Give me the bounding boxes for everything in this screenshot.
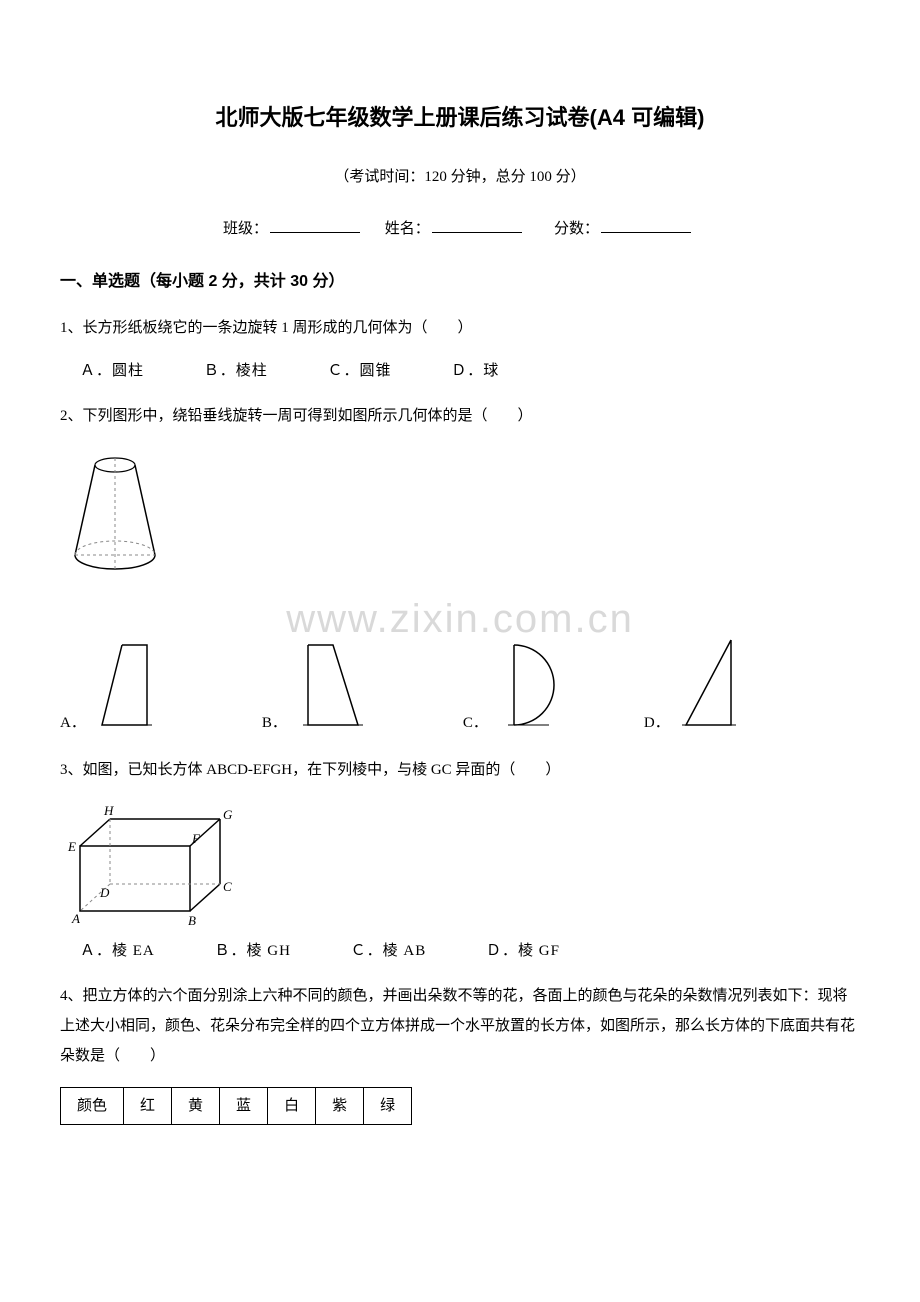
- svg-text:H: H: [103, 803, 114, 818]
- table-row: 颜色 红 黄 蓝 白 紫 绿: [61, 1087, 412, 1124]
- question-3-options: Ａ．棱 EA Ｂ．棱 GH Ｃ．棱 AB Ｄ．棱 GF: [80, 939, 860, 963]
- trapezoid-a-icon: [92, 635, 172, 735]
- table-cell: 红: [124, 1087, 172, 1124]
- info-line: 班级： 姓名： 分数：: [60, 217, 860, 241]
- q3-opt-c: Ｃ．棱 AB: [351, 943, 427, 959]
- q2-opt-d: D．: [644, 635, 756, 735]
- triangle-icon: [676, 635, 756, 735]
- q2-opt-a-label: A．: [60, 711, 86, 735]
- svg-text:F: F: [191, 831, 201, 846]
- svg-text:G: G: [223, 807, 233, 822]
- score-label: 分数：: [554, 221, 599, 237]
- class-label: 班级：: [223, 221, 268, 237]
- table-cell: 紫: [316, 1087, 364, 1124]
- q3-cuboid-figure: H G E F D C A B: [60, 801, 860, 931]
- table-cell: 白: [268, 1087, 316, 1124]
- q3-opt-b: Ｂ．棱 GH: [215, 943, 291, 959]
- cone-icon: [60, 447, 170, 577]
- class-blank[interactable]: [270, 218, 360, 233]
- page-title: 北师大版七年级数学上册课后练习试卷(A4 可编辑): [60, 100, 860, 135]
- q3-opt-a: Ａ．棱 EA: [80, 943, 155, 959]
- name-blank[interactable]: [432, 218, 522, 233]
- q1-opt-d: Ｄ．球: [451, 363, 499, 379]
- q2-opt-b: B．: [262, 635, 383, 735]
- cuboid-icon: H G E F D C A B: [60, 801, 240, 931]
- table-cell: 黄: [172, 1087, 220, 1124]
- q2-cone-figure: [60, 447, 860, 577]
- q2-opt-c-label: C．: [463, 711, 488, 735]
- q2-options-row: A． B． C． D．: [60, 635, 860, 735]
- svg-text:C: C: [223, 879, 232, 894]
- table-head-cell: 颜色: [61, 1087, 124, 1124]
- q2-opt-c: C．: [463, 635, 574, 735]
- q2-opt-d-label: D．: [644, 711, 670, 735]
- semicircle-icon: [494, 635, 574, 735]
- score-blank[interactable]: [601, 218, 691, 233]
- section-1-head: 一、单选题（每小题 2 分，共计 30 分）: [60, 269, 860, 295]
- question-2: 2、下列图形中，绕铅垂线旋转一周可得到如图所示几何体的是（ ）: [60, 401, 860, 431]
- q1-opt-a: Ａ．圆柱: [80, 363, 144, 379]
- table-cell: 蓝: [220, 1087, 268, 1124]
- q1-opt-b: Ｂ．棱柱: [204, 363, 268, 379]
- question-1: 1、长方形纸板绕它的一条边旋转 1 周形成的几何体为（ ）: [60, 313, 860, 343]
- q2-opt-b-label: B．: [262, 711, 287, 735]
- trapezoid-b-icon: [293, 635, 383, 735]
- name-label: 姓名：: [385, 221, 430, 237]
- table-cell: 绿: [364, 1087, 412, 1124]
- exam-subtitle: （考试时间：120 分钟，总分 100 分）: [60, 165, 860, 189]
- q3-opt-d: Ｄ．棱 GF: [486, 943, 560, 959]
- q1-opt-c: Ｃ．圆锥: [328, 363, 392, 379]
- question-3: 3、如图，已知长方体 ABCD‐EFGH，在下列棱中，与棱 GC 异面的（ ）: [60, 755, 860, 785]
- svg-text:A: A: [71, 911, 80, 926]
- svg-text:E: E: [67, 839, 76, 854]
- q4-color-table: 颜色 红 黄 蓝 白 紫 绿: [60, 1087, 412, 1125]
- question-4: 4、把立方体的六个面分别涂上六种不同的颜色，并画出朵数不等的花，各面上的颜色与花…: [60, 981, 860, 1071]
- svg-text:D: D: [99, 885, 110, 900]
- q2-opt-a: A．: [60, 635, 172, 735]
- svg-text:B: B: [188, 913, 196, 928]
- question-1-options: Ａ．圆柱 Ｂ．棱柱 Ｃ．圆锥 Ｄ．球: [80, 359, 860, 383]
